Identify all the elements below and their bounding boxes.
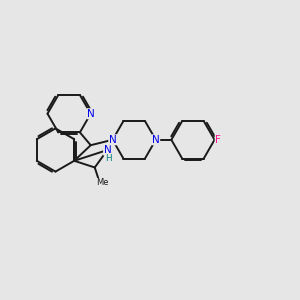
Text: Me: Me xyxy=(97,178,109,188)
Text: H: H xyxy=(105,154,111,163)
Text: F: F xyxy=(215,135,221,145)
Text: N: N xyxy=(152,135,160,145)
Text: N: N xyxy=(103,145,111,155)
Text: N: N xyxy=(109,135,116,145)
Text: N: N xyxy=(87,109,94,119)
